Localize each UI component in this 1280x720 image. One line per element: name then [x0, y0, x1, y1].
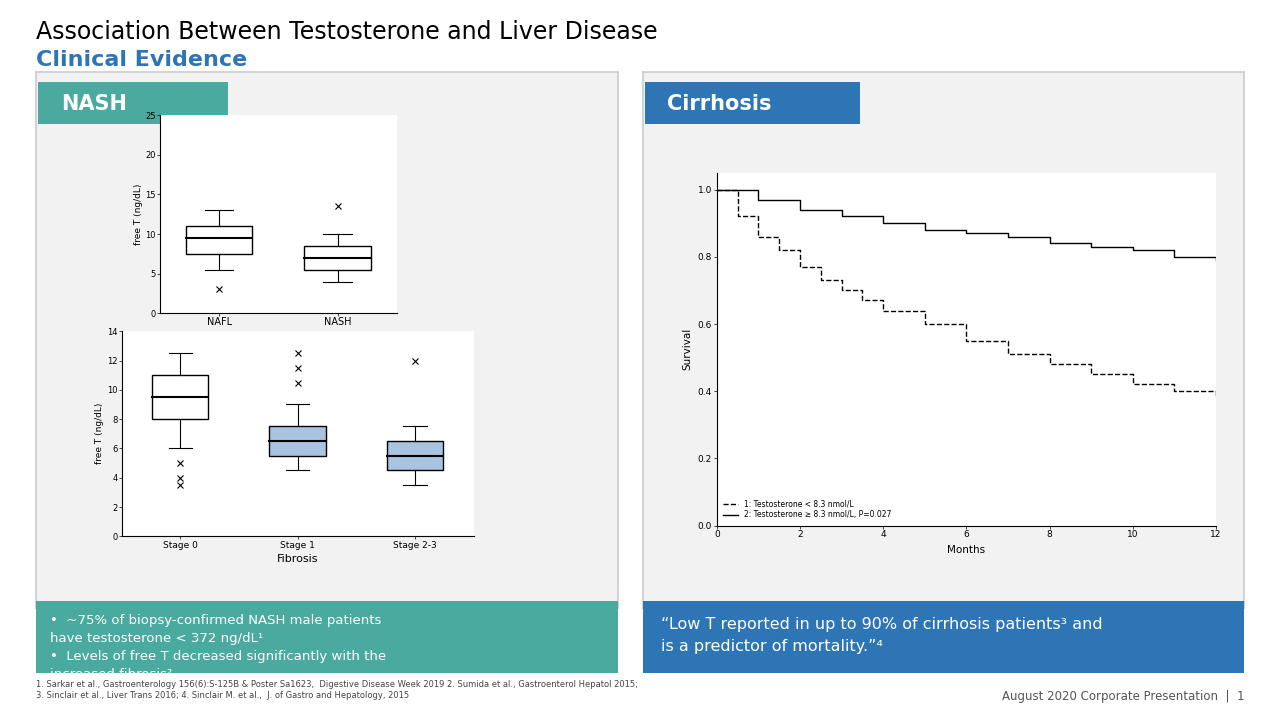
1: Testosterone < 8.3 nmol/L: (12, 0.38): Testosterone < 8.3 nmol/L: (12, 0.38): [1208, 394, 1224, 402]
2: Testosterone ≥ 8.3 nmol/L, P=0.027: (11, 0.8): Testosterone ≥ 8.3 nmol/L, P=0.027: (11,…: [1167, 253, 1183, 261]
2: Testosterone ≥ 8.3 nmol/L, P=0.027: (3, 0.92): Testosterone ≥ 8.3 nmol/L, P=0.027: (3, …: [835, 212, 850, 221]
Line: 2: Testosterone ≥ 8.3 nmol/L, P=0.027: 2: Testosterone ≥ 8.3 nmol/L, P=0.027: [717, 189, 1216, 260]
2: Testosterone ≥ 8.3 nmol/L, P=0.027: (12, 0.79): Testosterone ≥ 8.3 nmol/L, P=0.027: (12,…: [1208, 256, 1224, 264]
1: Testosterone < 8.3 nmol/L: (7, 0.51): Testosterone < 8.3 nmol/L: (7, 0.51): [1001, 350, 1016, 359]
Y-axis label: free T (ng/dL): free T (ng/dL): [95, 403, 104, 464]
X-axis label: Fibrosis: Fibrosis: [276, 554, 319, 564]
Text: “Low T reported in up to 90% of cirrhosis patients³ and
is a predictor of mortal: “Low T reported in up to 90% of cirrhosi…: [660, 617, 1102, 654]
Bar: [270, 426, 325, 456]
1: Testosterone < 8.3 nmol/L: (4, 0.64): Testosterone < 8.3 nmol/L: (4, 0.64): [876, 306, 891, 315]
Text: •  Levels of free T decreased significantly with the
increased fibrosis²: • Levels of free T decreased significant…: [50, 650, 387, 681]
2: Testosterone ≥ 8.3 nmol/L, P=0.027: (7, 0.86): Testosterone ≥ 8.3 nmol/L, P=0.027: (7, …: [1001, 233, 1016, 241]
1: Testosterone < 8.3 nmol/L: (3.5, 0.67): Testosterone < 8.3 nmol/L: (3.5, 0.67): [855, 296, 870, 305]
1: Testosterone < 8.3 nmol/L: (1.5, 0.82): Testosterone < 8.3 nmol/L: (1.5, 0.82): [772, 246, 787, 254]
Text: NASH: NASH: [61, 94, 127, 114]
2: Testosterone ≥ 8.3 nmol/L, P=0.027: (8, 0.84): Testosterone ≥ 8.3 nmol/L, P=0.027: (8, …: [1042, 239, 1057, 248]
Y-axis label: Survival: Survival: [682, 328, 692, 370]
Text: Clinical Evidence: Clinical Evidence: [36, 50, 247, 71]
Bar: [152, 375, 209, 419]
1: Testosterone < 8.3 nmol/L: (1, 0.86): Testosterone < 8.3 nmol/L: (1, 0.86): [751, 233, 767, 241]
X-axis label: Months: Months: [947, 545, 986, 555]
Text: Association Between Testosterone and Liver Disease: Association Between Testosterone and Liv…: [36, 20, 658, 44]
1: Testosterone < 8.3 nmol/L: (9, 0.45): Testosterone < 8.3 nmol/L: (9, 0.45): [1083, 370, 1098, 379]
2: Testosterone ≥ 8.3 nmol/L, P=0.027: (9, 0.83): Testosterone ≥ 8.3 nmol/L, P=0.027: (9, …: [1083, 243, 1098, 251]
Bar: [305, 246, 371, 270]
2: Testosterone ≥ 8.3 nmol/L, P=0.027: (6, 0.87): Testosterone ≥ 8.3 nmol/L, P=0.027: (6, …: [959, 229, 974, 238]
Legend: 1: Testosterone < 8.3 nmol/L, 2: Testosterone ≥ 8.3 nmol/L, P=0.027: 1: Testosterone < 8.3 nmol/L, 2: Testost…: [721, 497, 893, 522]
2: Testosterone ≥ 8.3 nmol/L, P=0.027: (1, 0.97): Testosterone ≥ 8.3 nmol/L, P=0.027: (1, …: [751, 195, 767, 204]
1: Testosterone < 8.3 nmol/L: (10, 0.42): Testosterone < 8.3 nmol/L: (10, 0.42): [1125, 380, 1140, 389]
2: Testosterone ≥ 8.3 nmol/L, P=0.027: (4, 0.9): Testosterone ≥ 8.3 nmol/L, P=0.027: (4, …: [876, 219, 891, 228]
Bar: [387, 441, 443, 470]
1: Testosterone < 8.3 nmol/L: (2, 0.77): Testosterone < 8.3 nmol/L: (2, 0.77): [792, 263, 808, 271]
Text: Cirrhosis: Cirrhosis: [667, 94, 771, 114]
Text: 1. Sarkar et al., Gastroenterology 156(6):S-125B & Poster Sa1623,  Digestive Dis: 1. Sarkar et al., Gastroenterology 156(6…: [36, 680, 637, 700]
1: Testosterone < 8.3 nmol/L: (5, 0.6): Testosterone < 8.3 nmol/L: (5, 0.6): [918, 320, 933, 328]
2: Testosterone ≥ 8.3 nmol/L, P=0.027: (5, 0.88): Testosterone ≥ 8.3 nmol/L, P=0.027: (5, …: [918, 225, 933, 234]
1: Testosterone < 8.3 nmol/L: (6, 0.55): Testosterone < 8.3 nmol/L: (6, 0.55): [959, 336, 974, 345]
2: Testosterone ≥ 8.3 nmol/L, P=0.027: (10, 0.82): Testosterone ≥ 8.3 nmol/L, P=0.027: (10,…: [1125, 246, 1140, 254]
1: Testosterone < 8.3 nmol/L: (11, 0.4): Testosterone < 8.3 nmol/L: (11, 0.4): [1167, 387, 1183, 395]
1: Testosterone < 8.3 nmol/L: (8, 0.48): Testosterone < 8.3 nmol/L: (8, 0.48): [1042, 360, 1057, 369]
Bar: [186, 226, 252, 254]
Line: 1: Testosterone < 8.3 nmol/L: 1: Testosterone < 8.3 nmol/L: [717, 189, 1216, 398]
2: Testosterone ≥ 8.3 nmol/L, P=0.027: (2, 0.94): Testosterone ≥ 8.3 nmol/L, P=0.027: (2, …: [792, 205, 808, 214]
1: Testosterone < 8.3 nmol/L: (2.5, 0.73): Testosterone < 8.3 nmol/L: (2.5, 0.73): [813, 276, 828, 284]
Text: •  ~75% of biopsy-confirmed NASH male patients
have testosterone < 372 ng/dL¹: • ~75% of biopsy-confirmed NASH male pat…: [50, 614, 381, 645]
1: Testosterone < 8.3 nmol/L: (0.5, 0.92): Testosterone < 8.3 nmol/L: (0.5, 0.92): [730, 212, 745, 221]
1: Testosterone < 8.3 nmol/L: (3, 0.7): Testosterone < 8.3 nmol/L: (3, 0.7): [835, 286, 850, 294]
Text: August 2020 Corporate Presentation  |  1: August 2020 Corporate Presentation | 1: [1002, 690, 1244, 703]
2: Testosterone ≥ 8.3 nmol/L, P=0.027: (0, 1): Testosterone ≥ 8.3 nmol/L, P=0.027: (0, …: [709, 185, 724, 194]
1: Testosterone < 8.3 nmol/L: (0, 1): Testosterone < 8.3 nmol/L: (0, 1): [709, 185, 724, 194]
Y-axis label: free T (ng/dL): free T (ng/dL): [133, 184, 142, 245]
